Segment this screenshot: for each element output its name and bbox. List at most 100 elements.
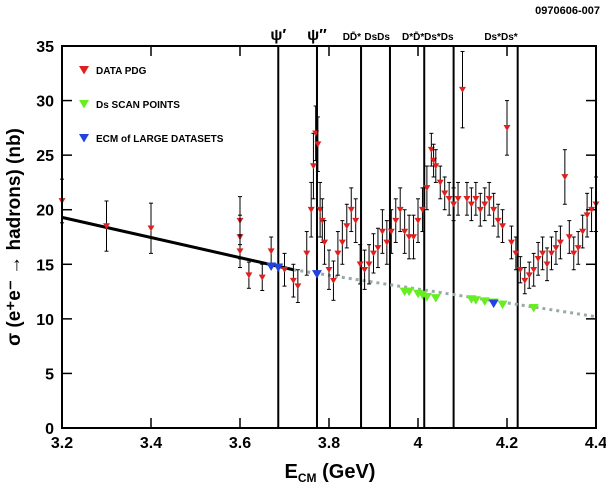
data-point bbox=[525, 272, 533, 279]
y-axis-label: σ (e⁺e⁻ → hadrons) (nb) bbox=[4, 128, 25, 346]
data-point bbox=[499, 223, 507, 230]
data-point bbox=[418, 206, 426, 213]
data-point bbox=[528, 303, 539, 313]
data-point bbox=[236, 248, 244, 255]
legend-label: DATA PDG bbox=[96, 66, 147, 77]
data-point bbox=[450, 201, 458, 208]
data-point bbox=[490, 206, 498, 213]
data-point bbox=[258, 274, 266, 281]
legend-label: ECM of LARGE DATASETS bbox=[96, 134, 224, 145]
figure-id: 0970606-007 bbox=[535, 5, 600, 17]
data-point bbox=[294, 283, 302, 290]
threshold-label: DsDs bbox=[364, 32, 390, 43]
data-point bbox=[325, 266, 333, 273]
data-point bbox=[273, 263, 284, 273]
x-axis-label: ECM (GeV) bbox=[285, 461, 376, 485]
data-point bbox=[103, 223, 110, 230]
x-tick-label: 3.4 bbox=[140, 435, 162, 452]
data-point bbox=[311, 270, 322, 279]
data-point bbox=[556, 239, 564, 246]
data-point bbox=[530, 266, 538, 273]
x-tick-label: 4 bbox=[414, 435, 423, 452]
data-point bbox=[574, 245, 582, 252]
data-point bbox=[281, 266, 288, 273]
data-point bbox=[309, 163, 317, 170]
y-tick-label: 35 bbox=[36, 39, 54, 56]
data-point bbox=[445, 196, 453, 202]
y-tick-label: 5 bbox=[45, 366, 54, 383]
data-point bbox=[423, 185, 431, 192]
data-point bbox=[321, 239, 329, 246]
data-point bbox=[405, 234, 413, 241]
data-point bbox=[307, 206, 315, 213]
data-point bbox=[454, 196, 462, 202]
data-point bbox=[303, 250, 311, 257]
data-point bbox=[470, 296, 481, 305]
data-point bbox=[552, 245, 560, 252]
data-point bbox=[432, 163, 440, 170]
data-point bbox=[334, 250, 342, 257]
x-tick-label: 4.2 bbox=[496, 435, 518, 452]
data-point bbox=[521, 277, 529, 284]
data-point bbox=[361, 266, 369, 273]
data-point bbox=[392, 217, 400, 224]
data-point bbox=[266, 262, 277, 271]
data-point bbox=[343, 223, 351, 230]
data-point bbox=[347, 206, 355, 213]
data-point bbox=[512, 250, 520, 257]
legend-label: Ds SCAN POINTS bbox=[96, 100, 180, 111]
data-point bbox=[436, 179, 444, 186]
data-point bbox=[289, 277, 297, 284]
data-point bbox=[485, 196, 493, 202]
data-point bbox=[565, 234, 573, 241]
threshold-label: D*D̄* bbox=[402, 31, 424, 43]
data-point bbox=[539, 250, 547, 257]
data-point bbox=[579, 228, 587, 235]
data-point bbox=[383, 239, 391, 246]
data-point bbox=[352, 217, 360, 224]
threshold-label: DD̄* bbox=[343, 31, 361, 43]
x-label-rest: (GeV) bbox=[317, 461, 376, 483]
data-point bbox=[463, 196, 471, 202]
data-point bbox=[516, 266, 524, 273]
data-point bbox=[378, 228, 386, 235]
data-point bbox=[401, 228, 409, 235]
x-label-sub: CM bbox=[298, 471, 317, 485]
data-point bbox=[374, 245, 382, 252]
fit-line bbox=[61, 215, 294, 272]
data-point bbox=[417, 290, 428, 300]
y-tick-label: 30 bbox=[36, 94, 54, 111]
data-point bbox=[396, 206, 404, 213]
data-point bbox=[548, 250, 555, 257]
y-tick-label: 25 bbox=[36, 148, 54, 165]
data-point bbox=[356, 261, 364, 268]
data-point bbox=[534, 256, 542, 262]
threshold-label: ψ′ bbox=[270, 27, 286, 44]
data-point bbox=[570, 250, 578, 257]
data-point bbox=[507, 239, 515, 246]
x-tick-label: 3.6 bbox=[229, 435, 251, 452]
data-point bbox=[404, 287, 415, 297]
data-point bbox=[543, 261, 551, 268]
data-point bbox=[267, 248, 275, 255]
data-point bbox=[318, 217, 326, 224]
data-point bbox=[410, 234, 418, 241]
data-point bbox=[497, 300, 508, 310]
data-point bbox=[365, 261, 373, 268]
data-point bbox=[561, 174, 569, 181]
data-point bbox=[467, 201, 475, 208]
data-point bbox=[338, 239, 346, 246]
data-point bbox=[329, 277, 337, 284]
data-point bbox=[588, 206, 596, 213]
legend-marker bbox=[79, 134, 89, 143]
x-label-main: E bbox=[285, 461, 298, 483]
plot-frame bbox=[61, 45, 597, 429]
data-point bbox=[147, 225, 155, 232]
fit-line bbox=[293, 268, 597, 319]
threshold-label: ψ″ bbox=[307, 27, 327, 44]
data-point bbox=[314, 141, 322, 148]
data-point bbox=[481, 201, 489, 208]
y-tick-label: 10 bbox=[36, 312, 54, 329]
data-point bbox=[441, 190, 449, 197]
